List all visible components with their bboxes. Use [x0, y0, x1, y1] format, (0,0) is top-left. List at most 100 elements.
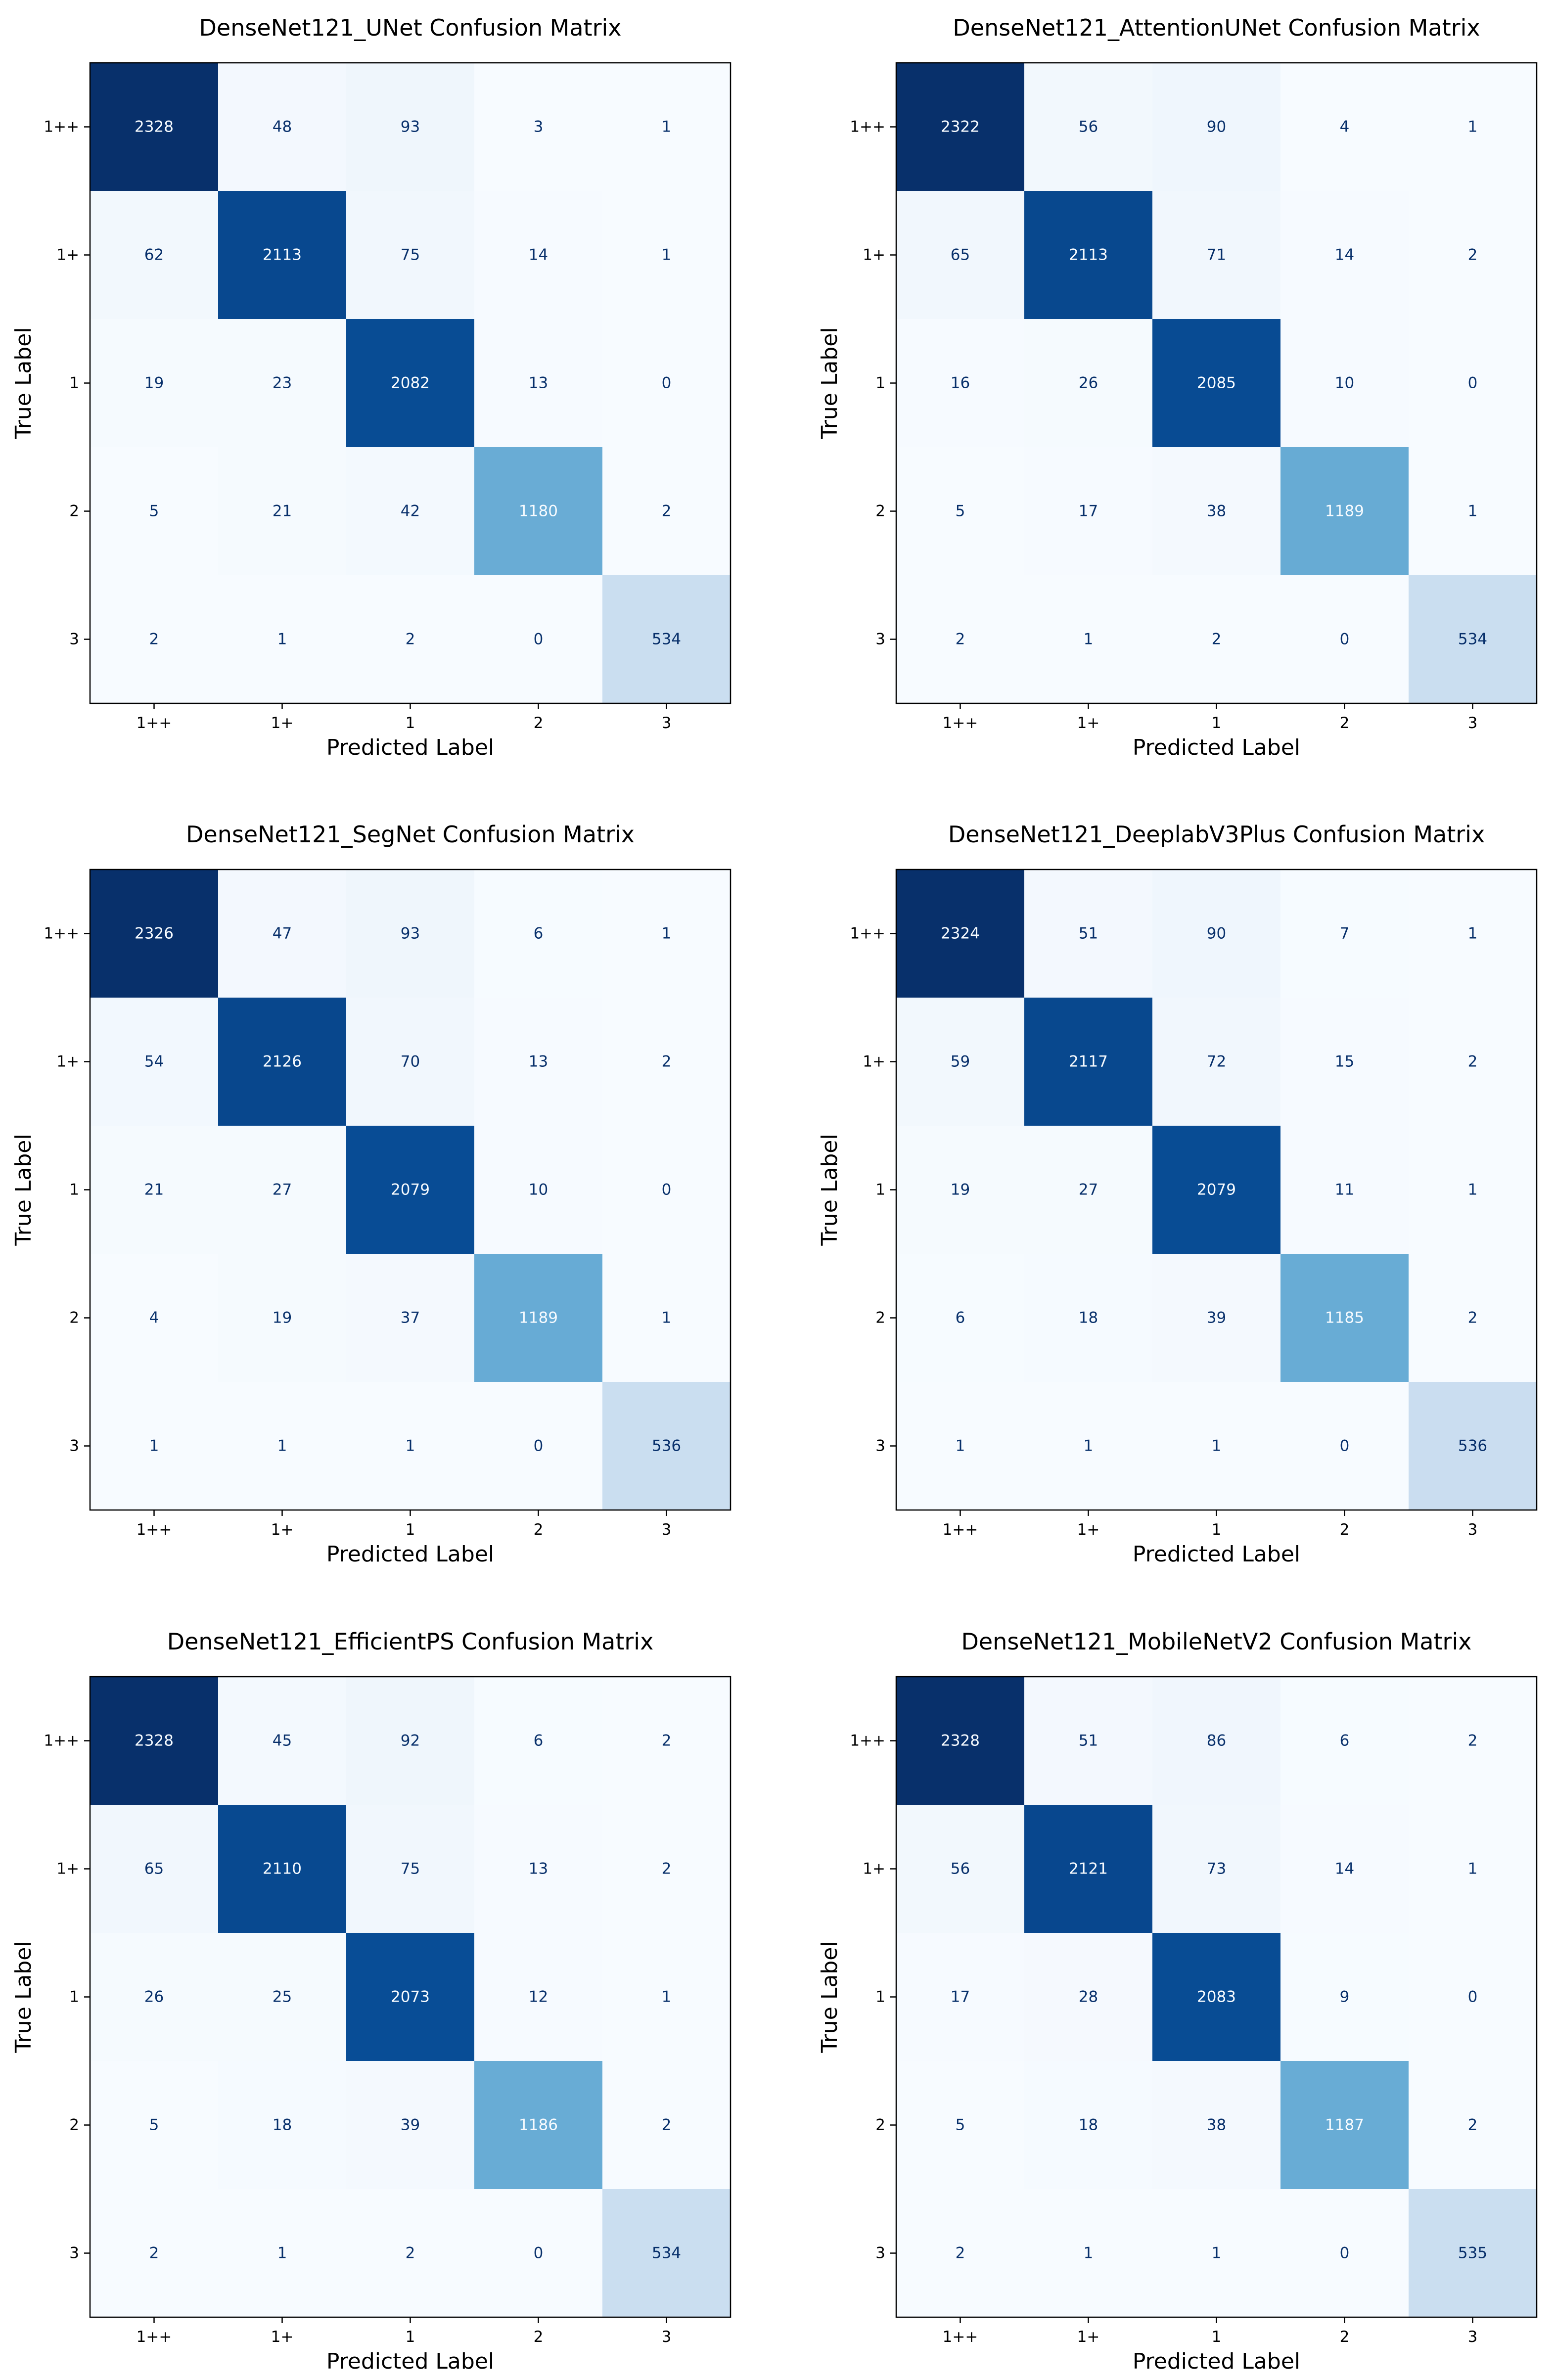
cell-value-label: 1	[406, 1437, 415, 1455]
heatmap-cell	[1280, 191, 1409, 319]
heatmap-cell	[896, 2189, 1024, 2317]
cell-value-label: 4	[149, 1309, 159, 1327]
heatmap-cell	[1280, 447, 1409, 575]
cell-value-label: 13	[529, 374, 548, 392]
heatmap-cell	[1152, 1677, 1280, 1805]
x-tick-label: 2	[1340, 2328, 1350, 2346]
heatmap-cell	[90, 1933, 218, 2061]
x-axis-label: Predicted Label	[326, 1542, 494, 1567]
heatmap-cell	[1024, 319, 1152, 447]
x-tick-label: 3	[1468, 714, 1478, 732]
heatmap-cell	[218, 319, 346, 447]
cell-value-label: 2	[406, 2244, 415, 2262]
heatmap-cell	[1152, 2189, 1280, 2317]
y-axis-label: True Label	[11, 327, 36, 439]
cell-value-label: 56	[951, 1860, 970, 1878]
cell-value-label: 2079	[1197, 1181, 1236, 1199]
chart-title: DenseNet121_UNet Confusion Matrix	[199, 14, 622, 41]
cell-value-label: 0	[1468, 1988, 1478, 2006]
cell-value-label: 5	[956, 2116, 965, 2134]
cell-value-label: 2	[1468, 1309, 1478, 1327]
y-tick-label: 1+	[56, 246, 79, 264]
y-tick-label: 1+	[863, 1860, 885, 1878]
cell-value-label: 2328	[941, 1732, 980, 1750]
cell-value-label: 1189	[519, 1309, 558, 1327]
heatmap-cell	[474, 191, 602, 319]
heatmap-cell	[1024, 1805, 1152, 1933]
cell-value-label: 1	[1084, 2244, 1094, 2262]
heatmap-cell	[602, 319, 731, 447]
heatmap-cell	[1409, 1126, 1537, 1254]
y-tick-label: 3	[69, 631, 79, 648]
heatmap-cell	[896, 575, 1024, 703]
heatmap-cell	[896, 1254, 1024, 1382]
cell-value-label: 2	[1468, 1053, 1478, 1071]
cell-value-label: 10	[1335, 374, 1354, 392]
heatmap-cell	[90, 2061, 218, 2189]
confusion-matrix-panel: DenseNet121_DeeplabV3Plus Confusion Matr…	[817, 821, 1538, 1567]
heatmap-cell	[1280, 319, 1409, 447]
x-tick-label: 1+	[1077, 714, 1100, 732]
heatmap-cell	[218, 1805, 346, 1933]
x-axis-label: Predicted Label	[1133, 2349, 1300, 2374]
cell-value-label: 2	[956, 2244, 965, 2262]
heatmap-cell	[1409, 191, 1537, 319]
cell-value-label: 0	[1340, 2244, 1350, 2262]
cell-value-label: 3	[534, 118, 544, 136]
heatmap-cell	[218, 998, 346, 1126]
cell-value-label: 39	[401, 2116, 420, 2134]
cell-value-label: 75	[401, 246, 420, 264]
heatmap-cell	[602, 191, 731, 319]
x-tick-label: 1	[1212, 2328, 1222, 2346]
cell-value-label: 2121	[1069, 1860, 1108, 1878]
cell-value-label: 2083	[1197, 1988, 1236, 2006]
heatmap-cell	[896, 191, 1024, 319]
cell-value-label: 1186	[519, 2116, 558, 2134]
cell-value-label: 28	[1079, 1988, 1098, 2006]
chart-title: DenseNet121_DeeplabV3Plus Confusion Matr…	[948, 821, 1485, 848]
cell-value-label: 5	[149, 2116, 159, 2134]
cell-value-label: 11	[1335, 1181, 1354, 1199]
cell-value-label: 2082	[391, 374, 430, 392]
cell-value-label: 0	[534, 1437, 544, 1455]
cell-value-label: 21	[144, 1181, 164, 1199]
cell-value-label: 17	[1079, 503, 1098, 520]
cell-value-label: 27	[273, 1181, 292, 1199]
heatmap-cell	[90, 1805, 218, 1933]
cell-value-label: 13	[529, 1053, 548, 1071]
y-tick-label: 3	[69, 2244, 79, 2262]
heatmap-cell	[218, 63, 346, 191]
cell-value-label: 2	[1468, 1732, 1478, 1750]
cell-value-label: 2113	[263, 246, 302, 264]
cell-value-label: 536	[1458, 1437, 1487, 1455]
cell-value-label: 1180	[519, 503, 558, 520]
heatmap-cell	[602, 447, 731, 575]
cell-value-label: 1	[277, 2244, 287, 2262]
cell-value-label: 47	[273, 925, 292, 943]
heatmap-cell	[1409, 1254, 1537, 1382]
x-tick-label: 1++	[943, 1521, 978, 1539]
heatmap-cell	[346, 2189, 474, 2317]
x-tick-label: 2	[534, 2328, 544, 2346]
heatmap-cell	[218, 575, 346, 703]
x-tick-label: 1+	[271, 1521, 294, 1539]
heatmap-cell	[896, 1126, 1024, 1254]
heatmap-cell	[1152, 2061, 1280, 2189]
heatmap-cell	[1152, 63, 1280, 191]
cell-value-label: 1	[149, 1437, 159, 1455]
heatmap-cell	[1024, 447, 1152, 575]
cell-value-label: 1	[956, 1437, 965, 1455]
heatmap-cell	[1152, 1805, 1280, 1933]
heatmap-cell	[1024, 1677, 1152, 1805]
heatmap-cell	[218, 1677, 346, 1805]
heatmap-cell	[1409, 63, 1537, 191]
cell-value-label: 2	[662, 2116, 672, 2134]
heatmap-cell	[602, 1677, 731, 1805]
cell-value-label: 5	[149, 503, 159, 520]
heatmap-cell	[346, 1805, 474, 1933]
cell-value-label: 1	[1084, 1437, 1094, 1455]
heatmap-cell	[218, 2061, 346, 2189]
y-tick-label: 1+	[863, 1053, 885, 1071]
cell-value-label: 93	[401, 925, 420, 943]
cell-value-label: 86	[1207, 1732, 1226, 1750]
